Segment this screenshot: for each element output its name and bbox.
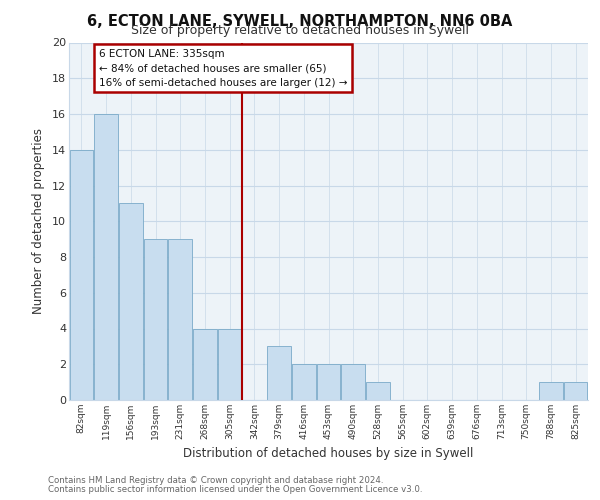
Text: Contains public sector information licensed under the Open Government Licence v3: Contains public sector information licen…	[48, 485, 422, 494]
Bar	[539, 382, 563, 400]
Bar	[292, 364, 316, 400]
Text: Size of property relative to detached houses in Sywell: Size of property relative to detached ho…	[131, 24, 469, 37]
Bar	[218, 328, 241, 400]
Bar	[193, 328, 217, 400]
Bar	[268, 346, 291, 400]
Text: Contains HM Land Registry data © Crown copyright and database right 2024.: Contains HM Land Registry data © Crown c…	[48, 476, 383, 485]
X-axis label: Distribution of detached houses by size in Sywell: Distribution of detached houses by size …	[184, 448, 473, 460]
Bar	[317, 364, 340, 400]
Bar	[564, 382, 587, 400]
Bar	[366, 382, 389, 400]
Text: 6 ECTON LANE: 335sqm
← 84% of detached houses are smaller (65)
16% of semi-detac: 6 ECTON LANE: 335sqm ← 84% of detached h…	[99, 49, 347, 88]
Text: 6, ECTON LANE, SYWELL, NORTHAMPTON, NN6 0BA: 6, ECTON LANE, SYWELL, NORTHAMPTON, NN6 …	[88, 14, 512, 29]
Bar	[169, 239, 192, 400]
Bar	[341, 364, 365, 400]
Y-axis label: Number of detached properties: Number of detached properties	[32, 128, 45, 314]
Bar	[70, 150, 93, 400]
Bar	[144, 239, 167, 400]
Bar	[94, 114, 118, 400]
Bar	[119, 204, 143, 400]
